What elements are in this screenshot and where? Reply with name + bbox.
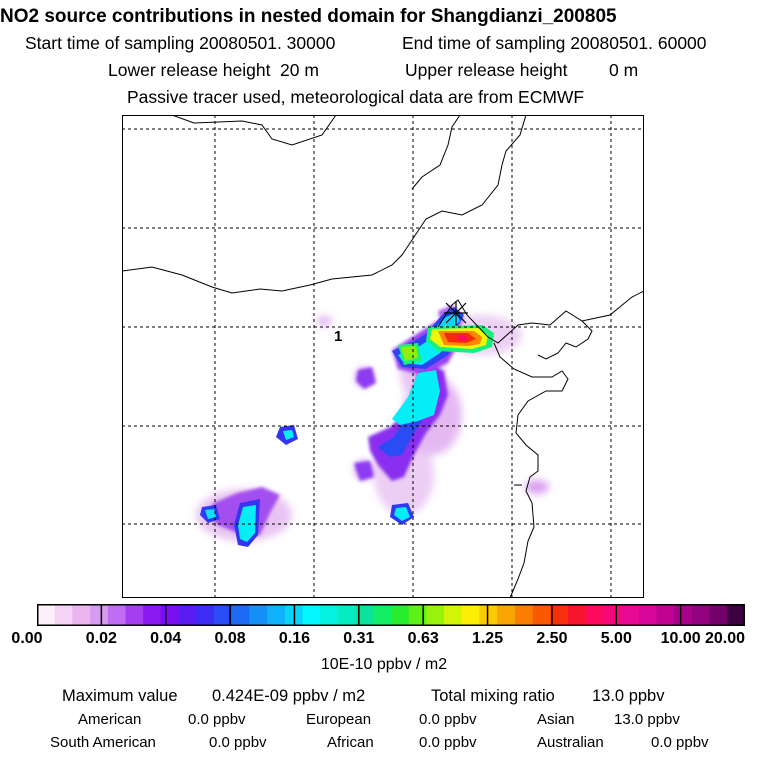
upper-release-value: 0 m xyxy=(609,60,639,80)
colorbar-swatch xyxy=(514,604,534,626)
colorbar-tick-label: 10.00 xyxy=(660,630,701,647)
colorbar-swatch xyxy=(143,604,162,626)
colorbar-swatch xyxy=(37,604,56,626)
american-value: 0.0 ppbv xyxy=(188,711,246,728)
american-label: American xyxy=(78,711,142,728)
total-mixing-value: 13.0 ppbv xyxy=(592,687,665,705)
colorbar-swatch xyxy=(391,604,410,626)
max-value-label: Maximum value xyxy=(62,687,178,705)
south-american-value: 0.0 ppbv xyxy=(209,734,267,751)
colorbar-swatch xyxy=(691,604,711,626)
colorbar-swatch xyxy=(107,604,126,626)
colorbar-swatch xyxy=(479,604,498,626)
colorbar-frame xyxy=(37,604,745,626)
colorbar-swatch xyxy=(497,604,516,626)
australian-label: Australian xyxy=(537,734,604,751)
african-value: 0.0 ppbv xyxy=(419,734,477,751)
colorbar-swatch xyxy=(444,604,463,626)
lat-lon-grid xyxy=(122,115,644,598)
colorbar-tick-label: 0.08 xyxy=(214,630,246,647)
page-title: NO2 source contributions in nested domai… xyxy=(0,6,617,27)
colorbar-swatch xyxy=(54,604,73,626)
colorbar-swatch xyxy=(320,604,339,626)
colorbar-swatch xyxy=(674,604,693,626)
colorbar-tick-label: 0.02 xyxy=(85,630,117,647)
colorbar-tick-label: 0.63 xyxy=(407,630,439,647)
max-value: 0.424E-09 ppbv / m2 xyxy=(212,687,366,705)
colorbar-swatch xyxy=(355,604,374,626)
colorbar-tick-label: 0.16 xyxy=(278,630,311,647)
site-marker-icon xyxy=(444,301,468,325)
colorbar-swatch xyxy=(709,604,728,626)
colorbar-tick-label: 0.00 xyxy=(11,630,43,647)
lower-release-label: Lower release height xyxy=(108,60,271,80)
colorbar-swatch xyxy=(90,604,109,626)
colorbar-tick-label: 0.31 xyxy=(343,630,375,647)
colorbar-swatch xyxy=(231,604,250,626)
colorbar-swatch xyxy=(656,604,675,626)
colorbar-swatch xyxy=(337,604,357,626)
tracer-note: Passive tracer used, meteorological data… xyxy=(127,87,585,107)
colorbar-swatch xyxy=(585,604,604,626)
upper-release-label: Upper release height xyxy=(405,60,568,80)
total-mixing-label: Total mixing ratio xyxy=(431,687,555,705)
colorbar-units: 10E-10 ppbv / m2 xyxy=(320,656,448,673)
colorbar-swatch xyxy=(72,604,91,626)
lower-release-value: 20 m xyxy=(280,60,319,80)
coastlines xyxy=(122,115,644,598)
colorbar-swatch xyxy=(550,604,569,626)
european-value: 0.0 ppbv xyxy=(419,711,477,728)
australian-value: 0.0 ppbv xyxy=(651,734,709,751)
colorbar-swatch xyxy=(603,604,622,626)
asian-label: Asian xyxy=(537,711,575,728)
colorbar-swatch xyxy=(214,604,233,626)
colorbar-swatch xyxy=(302,604,321,626)
end-time: End time of sampling 20080501. 60000 xyxy=(402,33,707,53)
colorbar-swatch xyxy=(178,604,197,626)
colorbar-swatch xyxy=(196,604,215,626)
start-time: Start time of sampling 20080501. 30000 xyxy=(25,33,336,53)
colorbar-tick-label: 2.50 xyxy=(536,630,568,647)
colorbar-tick-label: 0.04 xyxy=(150,630,182,647)
colorbar-swatch xyxy=(568,604,587,626)
colorbar-swatch xyxy=(621,604,640,626)
colorbar xyxy=(37,604,745,626)
south-american-label: South American xyxy=(50,734,156,751)
asian-value: 13.0 ppbv xyxy=(614,711,680,728)
colorbar-tick-label: 5.00 xyxy=(600,630,632,647)
colorbar-tick-label: 1.25 xyxy=(471,630,504,647)
colorbar-swatch xyxy=(408,604,427,626)
colorbar-swatch xyxy=(461,604,480,626)
colorbar-tick-label: 20.00 xyxy=(704,630,746,647)
receptor-label: 1 xyxy=(334,328,342,345)
colorbar-swatch xyxy=(125,604,144,626)
colorbar-swatch xyxy=(727,604,745,626)
colorbar-swatch xyxy=(267,604,286,626)
colorbar-swatch xyxy=(638,604,657,626)
plume-hotspot xyxy=(398,325,494,365)
colorbar-swatch xyxy=(160,604,180,626)
colorbar-swatch xyxy=(249,604,268,626)
colorbar-swatch xyxy=(373,604,392,626)
colorbar-swatch xyxy=(426,604,445,626)
concentration-map: 1 xyxy=(122,115,644,598)
colorbar-swatch xyxy=(532,604,551,626)
european-label: European xyxy=(306,711,372,728)
african-label: African xyxy=(327,734,374,751)
